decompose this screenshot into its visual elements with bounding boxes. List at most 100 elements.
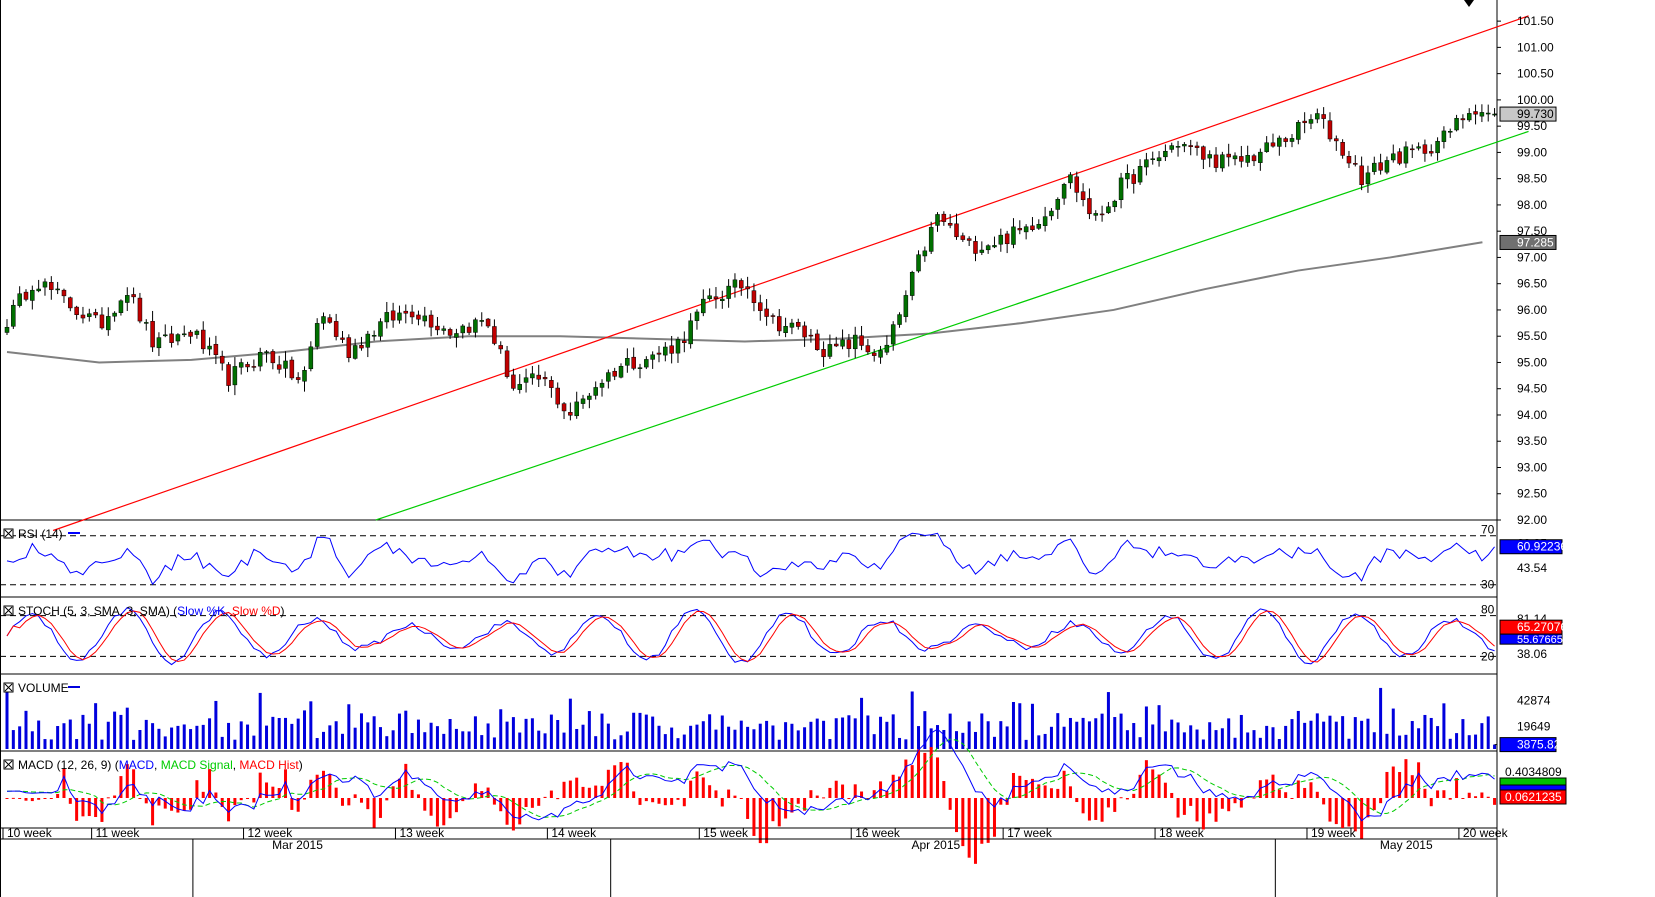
price-tick-label: 96.50 [1517, 277, 1547, 291]
macd-hist-bar [1417, 762, 1421, 798]
volume-bar [1087, 721, 1091, 749]
candle-up [992, 245, 997, 248]
candle-up [87, 313, 92, 317]
candle-down [485, 318, 491, 327]
candle-down [49, 282, 54, 290]
candle-down [504, 350, 510, 377]
candle-down [340, 337, 345, 340]
macd-hist-bar [1201, 798, 1205, 830]
macd-hist-bar [258, 772, 262, 798]
macd-hist-bar [43, 798, 47, 799]
candle-up [422, 315, 428, 322]
candle-down [466, 326, 472, 333]
candle-up [1023, 226, 1029, 233]
candle-down [1327, 120, 1333, 140]
candle-down [871, 352, 877, 356]
candle-down [1251, 155, 1257, 162]
volume-bar [524, 718, 528, 749]
volume-bar [701, 721, 705, 749]
candle-up [732, 279, 738, 288]
macd-hist-bar [1322, 798, 1326, 805]
volume-bar [195, 725, 199, 749]
macd-hist-bar [986, 798, 990, 843]
candle-down [770, 315, 776, 317]
macd-hist-bar [505, 798, 509, 825]
candle-down [74, 306, 79, 315]
volume-bar [1018, 703, 1022, 749]
macd-hist-bar [366, 798, 370, 810]
candle-up [1220, 154, 1225, 169]
macd-hist-bar [1372, 798, 1376, 811]
volume-bar [1360, 720, 1364, 749]
volume-bar [328, 725, 332, 749]
macd-hist-bar [518, 798, 522, 825]
volume-bar [303, 710, 307, 749]
macd-hist-bar [992, 798, 996, 837]
candle-up [998, 234, 1004, 245]
macd-hist-bar [644, 798, 648, 802]
candle-down [390, 310, 396, 321]
macd-hist-bar [1474, 796, 1478, 798]
macd-hist-bar [1163, 782, 1167, 798]
macd-hist-bar [575, 777, 579, 798]
volume-bar [1417, 728, 1421, 749]
volume-bar [771, 725, 775, 749]
macd-hist-bar [1138, 774, 1142, 798]
candle-down [80, 314, 86, 319]
candle-up [979, 249, 985, 253]
volume-bar [56, 726, 60, 749]
volume-bar [201, 724, 205, 749]
volume-bar [1170, 719, 1174, 749]
candle-up [517, 384, 522, 390]
macd-hist-bar [296, 798, 300, 812]
volume-bar [530, 718, 534, 749]
candle-up [163, 334, 168, 337]
volume-bar [1220, 728, 1224, 749]
macd-hist-bar [486, 787, 490, 798]
candle-up [1232, 155, 1238, 160]
candle-up [928, 227, 934, 252]
ma-value-box [1499, 234, 1557, 250]
macd-hist-bar [87, 798, 91, 817]
month-label: May 2015 [1380, 838, 1433, 852]
volume-bar [315, 738, 319, 749]
volume-axis-label: 19649 [1517, 720, 1551, 734]
macd-hist-bar [600, 785, 604, 798]
rsi-axis-label: 30 [1481, 578, 1495, 592]
volume-bar [37, 720, 41, 749]
candle-up [916, 254, 921, 272]
volume-bar [1379, 687, 1383, 749]
week-label: 15 week [703, 826, 749, 840]
macd-hist-bar [689, 780, 693, 798]
candle-up [156, 337, 162, 349]
macd-axis-label: 0.4034809 [1505, 765, 1562, 779]
candle-up [460, 325, 466, 334]
candle-up [1118, 177, 1124, 200]
macd-signal-value-box [1499, 777, 1567, 786]
macd-hist-bar [1436, 790, 1440, 798]
volume-bar [75, 739, 79, 749]
volume-bar [429, 722, 433, 749]
macd-hist-bar [803, 798, 807, 811]
macd-hist-bar [847, 798, 851, 799]
candle-down [612, 370, 617, 377]
volume-bar [860, 697, 864, 749]
macd-hist-bar [157, 798, 161, 806]
candle-up [1112, 200, 1117, 208]
candle-up [118, 300, 124, 313]
volume-bar [853, 718, 857, 749]
macd-hist-bar [739, 798, 743, 799]
candle-up [580, 398, 586, 404]
volume-bar [227, 722, 231, 749]
volume-bar [492, 737, 496, 749]
macd-hist-bar [303, 798, 307, 800]
volume-bar [1119, 713, 1123, 749]
candle-down [973, 241, 978, 254]
candle-down [631, 356, 636, 369]
ma-value-label: 97.285 [1517, 235, 1554, 249]
macd-hist-name: MACD Hist [239, 758, 299, 772]
candle-down [802, 325, 807, 338]
candle-up [36, 288, 41, 292]
volume-bar [1410, 721, 1414, 749]
volume-bar [1391, 708, 1395, 749]
